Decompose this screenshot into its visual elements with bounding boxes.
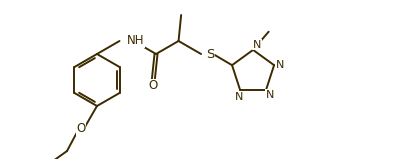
Text: O: O: [76, 122, 86, 135]
Text: S: S: [206, 48, 215, 61]
Text: O: O: [149, 79, 158, 92]
Text: N: N: [276, 60, 284, 70]
Text: N: N: [235, 92, 243, 102]
Text: NH: NH: [126, 35, 144, 48]
Text: N: N: [266, 90, 274, 100]
Text: N: N: [253, 40, 261, 50]
